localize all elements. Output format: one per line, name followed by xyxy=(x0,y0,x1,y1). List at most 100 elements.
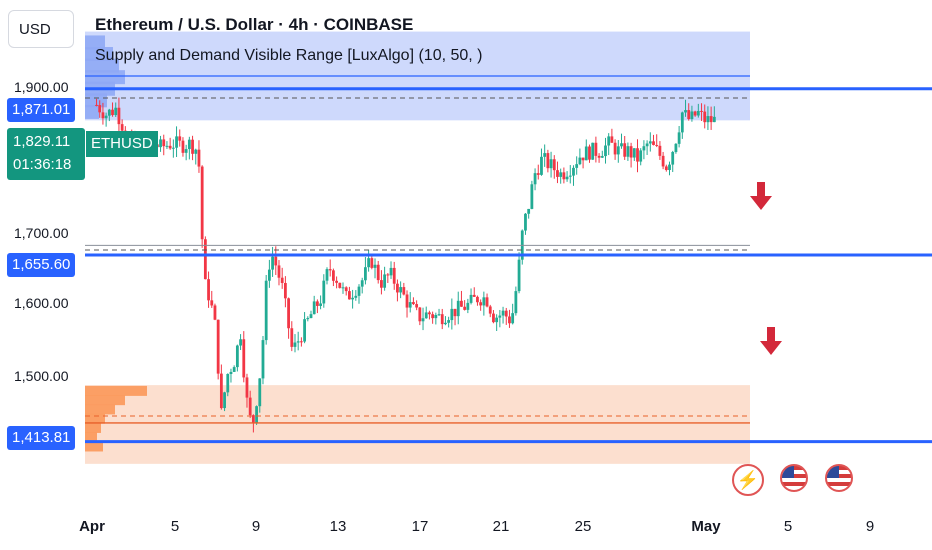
candle-body xyxy=(309,314,313,319)
candle-body xyxy=(258,378,262,407)
candle-body xyxy=(690,111,694,120)
x-tick-13: 13 xyxy=(329,518,347,535)
candle-body xyxy=(488,306,492,314)
candle-body xyxy=(319,303,322,306)
candle-body xyxy=(376,264,380,281)
candle-body xyxy=(396,283,399,293)
candle-body xyxy=(639,150,643,162)
candle-body xyxy=(424,312,428,319)
candle-body xyxy=(402,287,406,295)
lightning-icon[interactable]: ⚡ xyxy=(732,464,764,496)
candle-body xyxy=(482,297,486,306)
candle-body xyxy=(306,318,310,320)
down-arrow-icon xyxy=(750,182,772,210)
x-tick-may-5: 5 xyxy=(783,518,793,535)
candle-body xyxy=(335,280,339,283)
candle-body xyxy=(332,270,335,281)
candle-body xyxy=(629,146,633,158)
candle-body xyxy=(328,269,332,271)
candle-body xyxy=(181,140,185,153)
candle-body xyxy=(322,280,326,304)
candle-body xyxy=(562,172,566,180)
candle-body xyxy=(235,345,239,368)
candle-body xyxy=(648,141,652,144)
candle-body xyxy=(655,144,659,146)
candle-body xyxy=(293,342,297,347)
candle-body xyxy=(514,291,518,314)
supply-profile-bar xyxy=(85,70,125,85)
candle-body xyxy=(613,142,617,155)
candle-body xyxy=(95,104,98,106)
demand-profile-bar xyxy=(85,395,125,406)
candle-body xyxy=(709,116,713,123)
demand-profile-bar xyxy=(85,432,97,443)
candle-body xyxy=(600,156,604,158)
candle-body xyxy=(114,107,118,116)
candle-body xyxy=(591,142,595,160)
candle-body xyxy=(565,176,569,180)
candle-body xyxy=(245,377,249,398)
supply-level-tag: 1,871.01 xyxy=(7,98,76,122)
candle-body xyxy=(162,139,166,147)
us-flag-icon[interactable] xyxy=(780,464,808,492)
supply-profile-bar xyxy=(85,47,113,62)
candle-body xyxy=(508,316,511,324)
candle-body xyxy=(303,319,306,342)
mid-level-tag: 1,655.60 xyxy=(7,253,76,277)
candle-body xyxy=(658,145,662,156)
candle-body xyxy=(588,146,591,160)
x-tick-9: 9 xyxy=(251,518,261,535)
candle-body xyxy=(626,146,630,157)
supply-profile-bar xyxy=(85,35,105,50)
candle-body xyxy=(223,392,226,409)
candle-body xyxy=(543,153,547,157)
candle-body xyxy=(536,173,540,175)
candle-body xyxy=(280,277,284,283)
candle-body xyxy=(495,317,499,323)
candle-body xyxy=(664,166,668,171)
x-tick-apr: Apr xyxy=(79,518,105,535)
candle-body xyxy=(120,124,124,131)
candle-body xyxy=(107,109,111,116)
candle-body xyxy=(357,286,361,296)
demand-profile-bar xyxy=(85,385,147,396)
us-flag-icon[interactable] xyxy=(825,464,853,492)
candle-body xyxy=(111,109,114,116)
candle-body xyxy=(117,107,121,125)
candle-body xyxy=(216,319,220,374)
candle-body xyxy=(415,304,419,308)
candle-body xyxy=(399,287,403,293)
currency-selector[interactable]: USD xyxy=(8,10,74,48)
down-arrow-icon xyxy=(760,327,782,355)
candle-body xyxy=(171,147,175,149)
last-price-tag: 1,829.11 01:36:18 xyxy=(7,128,85,180)
candle-body xyxy=(248,397,252,416)
candle-body xyxy=(373,264,377,268)
candle-body xyxy=(437,314,441,316)
candle-body xyxy=(632,148,636,158)
candle-body xyxy=(578,157,582,165)
candle-body xyxy=(386,274,390,276)
candle-body xyxy=(226,373,230,393)
candle-body xyxy=(197,149,201,167)
x-tick-5: 5 xyxy=(170,518,180,535)
candle-body xyxy=(492,313,495,323)
candle-body xyxy=(184,149,188,153)
demand-profile-bar xyxy=(85,422,101,433)
candle-body xyxy=(556,170,559,177)
candle-body xyxy=(229,371,233,374)
candles-layer xyxy=(95,97,716,433)
candle-body xyxy=(338,282,342,288)
candle-body xyxy=(191,139,194,154)
indicator-label[interactable]: Supply and Demand Visible Range [LuxAlgo… xyxy=(95,47,483,64)
candle-body xyxy=(325,269,329,281)
candle-body xyxy=(408,302,412,308)
candle-body xyxy=(533,173,537,185)
x-tick-may: May xyxy=(691,518,721,535)
candle-body xyxy=(581,157,585,161)
candle-body xyxy=(687,110,691,120)
candle-body xyxy=(607,136,611,146)
candle-body xyxy=(207,279,210,301)
candle-body xyxy=(661,155,665,167)
